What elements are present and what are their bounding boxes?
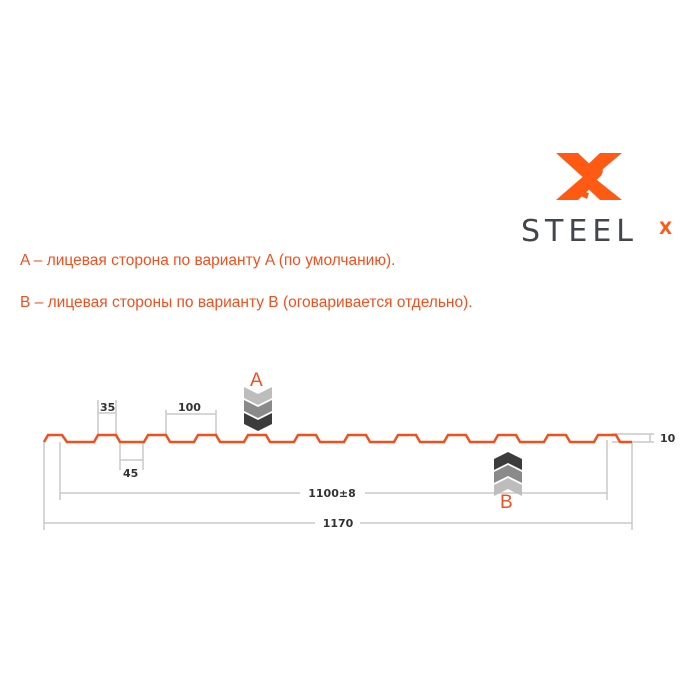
side-a-label: A: [250, 370, 263, 391]
note-side-a: A – лицевая сторона по варианту A (по ум…: [20, 252, 396, 269]
chevrons-up-icon: [494, 452, 522, 496]
side-b-label: B: [500, 492, 513, 513]
logo-superscript: X: [659, 219, 672, 239]
chevrons-down-icon: [244, 387, 272, 431]
dim-pitch: 100: [178, 401, 201, 414]
dim-bottom-width: 45: [123, 467, 138, 480]
dimension-lines: [43, 400, 654, 530]
dim-total-width: 1170: [323, 517, 354, 530]
dim-top-width: 35: [100, 401, 115, 414]
logo-text: STEEL: [521, 214, 638, 249]
steelx-logo: STEEL X: [521, 153, 672, 249]
dim-height: 10: [660, 432, 676, 445]
note-side-b: B – лицевая стороны по варианту B (огова…: [20, 294, 473, 311]
sheet-profile: [42, 433, 632, 444]
dim-useful-width: 1100±8: [308, 487, 356, 500]
